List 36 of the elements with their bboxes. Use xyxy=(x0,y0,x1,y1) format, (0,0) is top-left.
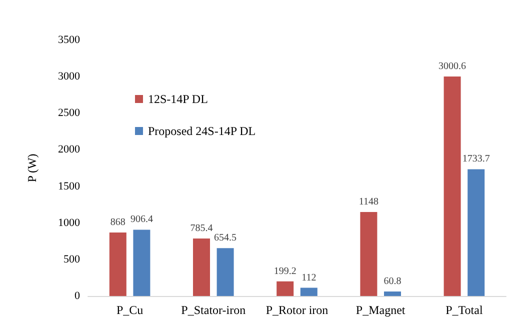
bar xyxy=(444,76,461,296)
bar xyxy=(300,288,318,296)
legend-label: 12S-14P DL xyxy=(148,92,208,106)
bar xyxy=(468,169,485,296)
y-tick-label: 1500 xyxy=(58,180,80,192)
y-tick-label: 500 xyxy=(64,253,80,266)
bar xyxy=(133,230,150,296)
x-tick-label: P_Magnet xyxy=(356,303,406,317)
y-tick-label: 3000 xyxy=(58,70,80,83)
data-label: 60.8 xyxy=(384,276,402,288)
data-label: 654.5 xyxy=(214,232,237,244)
data-label: 785.4 xyxy=(190,223,213,234)
data-label: 1733.7 xyxy=(462,154,490,165)
bar xyxy=(193,238,210,296)
legend-label: Proposed 24S-14P DL xyxy=(148,124,256,138)
data-label: 3000.6 xyxy=(438,61,466,72)
x-tick-label: P_Rotor iron xyxy=(266,303,328,317)
y-tick-label: 3500 xyxy=(58,34,80,46)
bar xyxy=(216,248,234,296)
y-tick-label: 1000 xyxy=(58,216,80,229)
x-tick-label: P_Total xyxy=(446,303,484,317)
y-tick-label: 0 xyxy=(74,290,80,302)
x-tick-label: P_Cu xyxy=(116,303,144,317)
y-axis-title: P (W) xyxy=(25,154,39,182)
bar xyxy=(276,281,294,296)
y-tick-label: 2000 xyxy=(58,144,80,156)
bar xyxy=(360,212,378,296)
data-label: 868 xyxy=(110,217,126,228)
data-label: 906.4 xyxy=(130,214,153,226)
bar xyxy=(109,232,126,296)
x-tick-label: P_Stator-iron xyxy=(181,303,246,317)
data-label: 112 xyxy=(302,272,316,284)
data-label: 1148 xyxy=(358,196,379,208)
y-tick-label: 2500 xyxy=(58,107,80,120)
data-label: 199.2 xyxy=(274,266,296,277)
bar xyxy=(384,292,401,296)
